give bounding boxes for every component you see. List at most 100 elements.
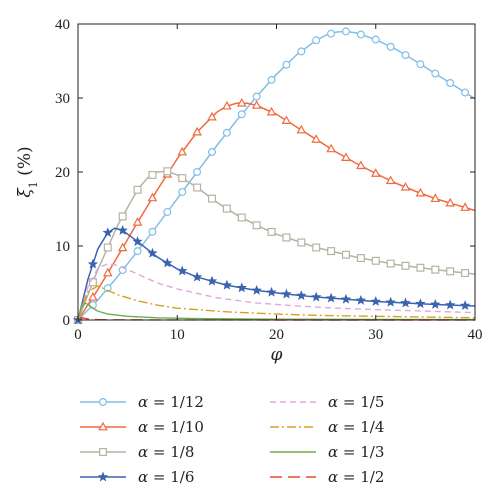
series-line: [77, 285, 476, 321]
data-point: [132, 236, 143, 246]
series-6: [77, 285, 476, 321]
legend-item-2: α = 1/10: [80, 418, 204, 436]
data-point: [400, 297, 411, 308]
data-point: [148, 227, 157, 236]
data-point: [401, 261, 410, 270]
x-axis-label: φ: [271, 345, 283, 365]
data-point: [222, 100, 232, 110]
data-point: [207, 194, 216, 203]
legend-marker: [98, 448, 107, 457]
data-point: [266, 286, 277, 297]
data-point: [327, 29, 336, 38]
legend-item-8: α = 1/2: [270, 468, 384, 486]
data-point: [118, 212, 127, 221]
data-point: [177, 265, 188, 276]
legend-label: α = 1/3: [328, 443, 384, 461]
data-point: [430, 193, 441, 203]
data-point: [103, 284, 112, 293]
legend-item-5: α = 1/5: [270, 393, 384, 411]
data-point: [193, 168, 202, 177]
data-point: [282, 60, 291, 69]
data-point: [266, 106, 277, 116]
legend-marker: [98, 421, 108, 431]
series-line: [77, 102, 476, 321]
data-point: [431, 69, 440, 78]
data-point: [356, 254, 365, 263]
data-point: [163, 167, 172, 176]
data-point: [445, 197, 456, 207]
y-tick-label: 10: [55, 239, 70, 255]
data-point: [460, 202, 470, 211]
data-point: [296, 124, 307, 134]
legend: α = 1/12 α = 1/10 α = 1/8 α = 1/6 α = 1/5 α =…: [80, 393, 384, 486]
data-point: [267, 227, 276, 236]
data-point: [237, 213, 246, 222]
plot-frame: [77, 23, 476, 321]
data-point: [386, 259, 395, 268]
data-point: [416, 263, 425, 272]
data-point: [446, 267, 455, 276]
legend-label: α = 1/5: [328, 393, 384, 411]
data-point: [251, 284, 262, 295]
data-point: [191, 271, 203, 282]
data-point: [356, 160, 366, 170]
data-point: [341, 27, 350, 36]
data-point: [102, 267, 113, 277]
series-5: [77, 263, 476, 321]
data-point: [312, 243, 321, 252]
data-point: [327, 247, 336, 256]
y-axis-label: ξ1 (%): [15, 146, 40, 197]
data-point: [341, 250, 350, 259]
data-point: [282, 233, 291, 242]
data-point: [102, 227, 113, 238]
data-point: [117, 242, 128, 252]
data-point: [178, 174, 187, 183]
data-point: [221, 279, 233, 290]
data-point: [281, 115, 292, 124]
data-point: [311, 134, 322, 143]
data-point: [252, 221, 261, 230]
data-point: [178, 187, 187, 196]
data-point: [236, 282, 247, 293]
data-point: [132, 217, 143, 226]
data-point: [430, 299, 441, 309]
data-point: [371, 256, 380, 265]
legend-label: α = 1/10: [138, 418, 204, 436]
data-point: [446, 79, 455, 88]
legend-item-6: α = 1/4: [270, 418, 384, 436]
data-point: [133, 185, 142, 194]
data-point: [311, 291, 322, 302]
data-point: [386, 42, 395, 51]
data-point: [251, 100, 262, 109]
data-point: [147, 247, 158, 258]
series-4: [72, 225, 476, 325]
data-point: [459, 300, 471, 310]
data-point: [415, 298, 426, 309]
plot-area: [72, 27, 476, 325]
data-point: [117, 225, 128, 235]
x-tick-label: 40: [468, 327, 483, 343]
data-point: [103, 243, 112, 252]
legend-item-1: α = 1/12: [80, 393, 204, 411]
data-point: [133, 247, 142, 256]
series-3: [73, 167, 476, 325]
legend-item-7: α = 1/3: [270, 443, 384, 461]
data-point: [207, 111, 217, 121]
data-point: [267, 75, 276, 84]
series-line: [77, 263, 476, 321]
data-point: [400, 181, 411, 191]
data-point: [356, 30, 365, 39]
x-tick-label: 10: [170, 327, 185, 343]
x-tick-label: 0: [74, 327, 82, 343]
x-tick-label: 20: [269, 327, 284, 343]
data-point: [326, 143, 336, 153]
data-point: [385, 175, 396, 185]
data-point: [370, 168, 381, 177]
data-point: [385, 296, 396, 307]
legend-label: α = 1/4: [328, 418, 384, 436]
legend-item-4: α = 1/6: [80, 468, 194, 486]
data-point: [296, 290, 307, 300]
legend-label: α = 1/8: [138, 443, 194, 461]
data-point: [461, 269, 470, 278]
